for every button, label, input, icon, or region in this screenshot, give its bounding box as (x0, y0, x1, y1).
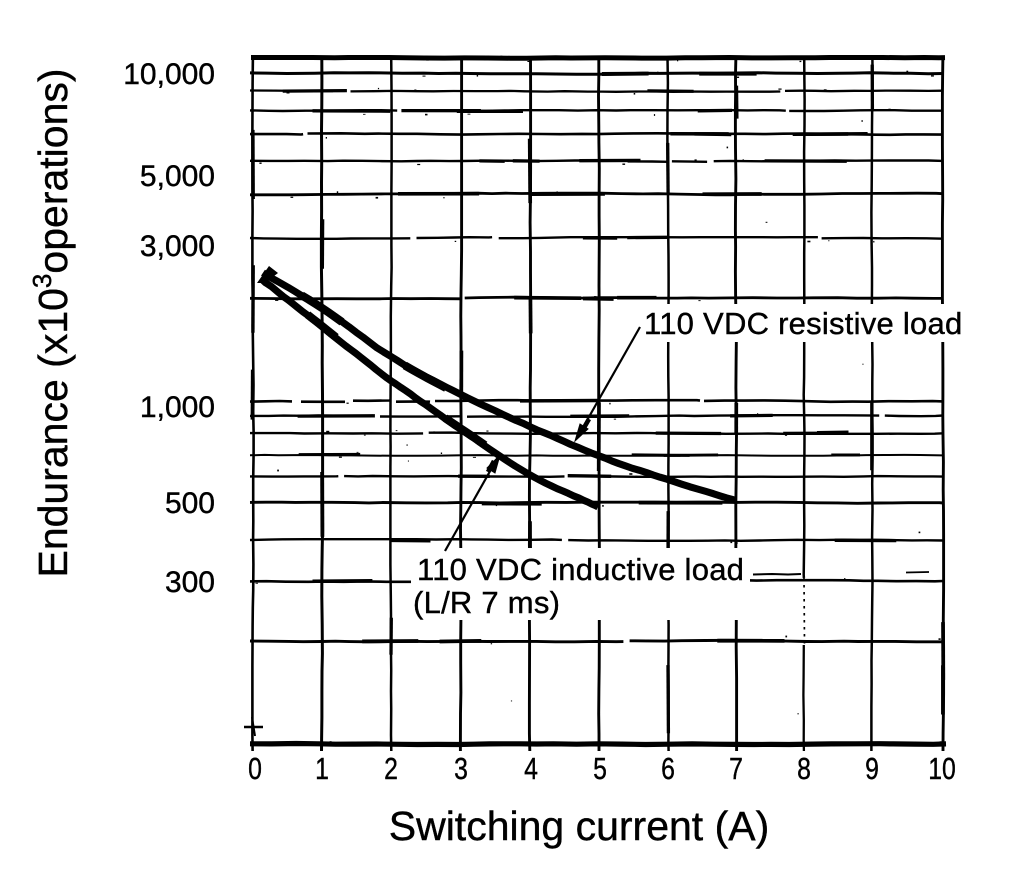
svg-text:Endurance (x103operations): Endurance (x103operations) (27, 68, 76, 577)
svg-text:1: 1 (315, 751, 329, 785)
svg-text:5: 5 (593, 751, 607, 785)
svg-text:5,000: 5,000 (140, 160, 215, 193)
svg-text:10: 10 (928, 751, 956, 785)
svg-text:2: 2 (384, 751, 398, 785)
svg-text:0: 0 (248, 751, 262, 785)
svg-text:4: 4 (524, 751, 538, 785)
svg-text:110 VDC resistive load: 110 VDC resistive load (644, 306, 963, 341)
svg-text:110 VDC inductive load: 110 VDC inductive load (417, 552, 744, 587)
svg-text:9: 9 (865, 751, 879, 785)
svg-text:10,000: 10,000 (123, 58, 215, 91)
svg-text:(L/R 7 ms): (L/R 7 ms) (413, 585, 560, 620)
svg-text:3: 3 (454, 751, 468, 785)
svg-text:Switching current (A): Switching current (A) (389, 803, 770, 849)
svg-text:3,000: 3,000 (140, 230, 215, 263)
svg-text:7: 7 (729, 751, 743, 785)
svg-text:1,000: 1,000 (140, 391, 215, 424)
svg-text:6: 6 (661, 751, 675, 785)
svg-text:8: 8 (797, 751, 811, 785)
svg-text:500: 500 (165, 487, 215, 520)
svg-text:300: 300 (165, 566, 215, 599)
